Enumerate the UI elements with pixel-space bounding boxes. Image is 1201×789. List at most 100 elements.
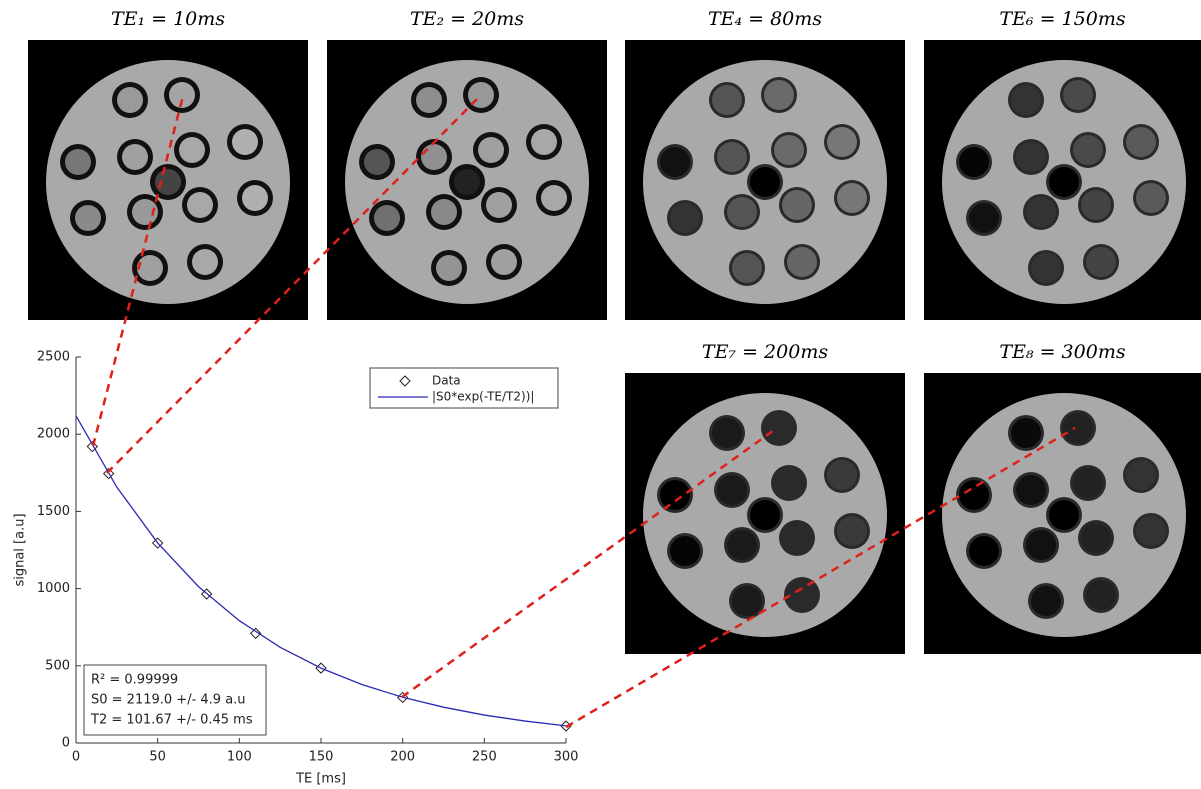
vial bbox=[827, 460, 857, 490]
vial bbox=[1026, 197, 1056, 227]
y-tick-label: 2500 bbox=[37, 350, 70, 365]
connector bbox=[91, 95, 185, 447]
vial bbox=[750, 167, 780, 197]
vial bbox=[1126, 127, 1156, 157]
chart: 0 50 100 150 200 250 300 0 500 1000 1500 2000 2500 TE… bbox=[13, 350, 579, 787]
vial bbox=[374, 205, 400, 231]
vial bbox=[959, 480, 989, 510]
vial bbox=[717, 475, 747, 505]
vial bbox=[431, 199, 457, 225]
image-panels: TE₁ = 10ms TE₂ = 20ms TE₄ = 80ms TE₆ = 150m… bbox=[28, 8, 1201, 654]
vial bbox=[717, 142, 747, 172]
data-point bbox=[86, 440, 99, 453]
vial bbox=[187, 192, 213, 218]
data-point bbox=[151, 537, 164, 549]
annotation: T2 = 101.67 +/- 0.45 ms bbox=[90, 713, 253, 728]
vial bbox=[837, 516, 867, 546]
panel-title: TE₁ = 10ms bbox=[111, 8, 225, 30]
vial bbox=[1063, 413, 1093, 443]
vial bbox=[827, 127, 857, 157]
vial bbox=[1086, 247, 1116, 277]
data-point bbox=[200, 588, 213, 600]
vial bbox=[727, 197, 757, 227]
vial bbox=[959, 147, 989, 177]
y-tick-label: 500 bbox=[45, 658, 70, 673]
vial bbox=[1011, 85, 1041, 115]
vial bbox=[670, 203, 700, 233]
vial bbox=[1063, 80, 1093, 110]
connector bbox=[401, 426, 778, 699]
panel-title: TE₆ = 150ms bbox=[999, 8, 1125, 30]
vial bbox=[750, 500, 780, 530]
x-tick-label: 200 bbox=[390, 750, 415, 765]
fit-line bbox=[75, 415, 567, 727]
y-tick-label: 0 bbox=[62, 736, 70, 751]
vial bbox=[491, 249, 517, 275]
vial bbox=[969, 536, 999, 566]
x-tick-label: 300 bbox=[554, 750, 579, 765]
annotation-box bbox=[83, 664, 267, 736]
vial bbox=[1016, 142, 1046, 172]
vial bbox=[1136, 516, 1166, 546]
vial bbox=[1081, 190, 1111, 220]
vial bbox=[486, 192, 512, 218]
vial bbox=[712, 85, 742, 115]
vial bbox=[1016, 475, 1046, 505]
vial bbox=[132, 199, 158, 225]
vial bbox=[782, 190, 812, 220]
vial bbox=[65, 149, 91, 175]
x-tick-label: 250 bbox=[472, 750, 497, 765]
vial bbox=[670, 536, 700, 566]
vial bbox=[1086, 580, 1116, 610]
data-point bbox=[249, 627, 262, 640]
y-tick-label: 1500 bbox=[37, 504, 70, 519]
vial bbox=[454, 169, 480, 195]
vial bbox=[436, 255, 462, 281]
vial bbox=[1136, 183, 1166, 213]
vial bbox=[242, 185, 268, 211]
vial bbox=[969, 203, 999, 233]
vial bbox=[541, 185, 567, 211]
vial bbox=[660, 147, 690, 177]
vial bbox=[1031, 253, 1061, 283]
vial bbox=[122, 144, 148, 170]
y-tick-label: 1000 bbox=[37, 581, 70, 596]
vial bbox=[137, 255, 163, 281]
vial bbox=[478, 137, 504, 163]
vial bbox=[782, 523, 812, 553]
vial bbox=[774, 135, 804, 165]
vial bbox=[1049, 500, 1079, 530]
vial bbox=[787, 247, 817, 277]
vial bbox=[712, 418, 742, 448]
connector bbox=[565, 426, 1076, 729]
x-tick-label: 0 bbox=[72, 750, 80, 765]
vial bbox=[660, 480, 690, 510]
vial bbox=[732, 253, 762, 283]
vial bbox=[787, 580, 817, 610]
annotation: S0 = 2119.0 +/- 4.9 a.u bbox=[91, 693, 246, 708]
vial bbox=[169, 82, 195, 108]
vial bbox=[117, 87, 143, 113]
vial bbox=[421, 144, 447, 170]
vial bbox=[764, 413, 794, 443]
vial bbox=[764, 80, 794, 110]
panel-title: TE₄ = 80ms bbox=[708, 8, 822, 30]
connectors bbox=[91, 95, 1076, 729]
x-tick-label: 50 bbox=[149, 750, 166, 765]
x-tick-label: 100 bbox=[227, 750, 252, 765]
vial bbox=[179, 137, 205, 163]
vial bbox=[1049, 167, 1079, 197]
panel-title: TE₂ = 20ms bbox=[410, 8, 524, 30]
vial bbox=[774, 468, 804, 498]
vial bbox=[732, 586, 762, 616]
vial bbox=[155, 169, 181, 195]
y-axis-label: signal [a.u] bbox=[13, 513, 28, 586]
vial bbox=[232, 129, 258, 155]
legend-box bbox=[369, 367, 559, 409]
data-point bbox=[102, 467, 115, 480]
legend-label: Data bbox=[432, 374, 461, 388]
y-tick-label: 2000 bbox=[37, 427, 70, 442]
vial bbox=[1081, 523, 1111, 553]
vial bbox=[1073, 135, 1103, 165]
vial bbox=[364, 149, 390, 175]
